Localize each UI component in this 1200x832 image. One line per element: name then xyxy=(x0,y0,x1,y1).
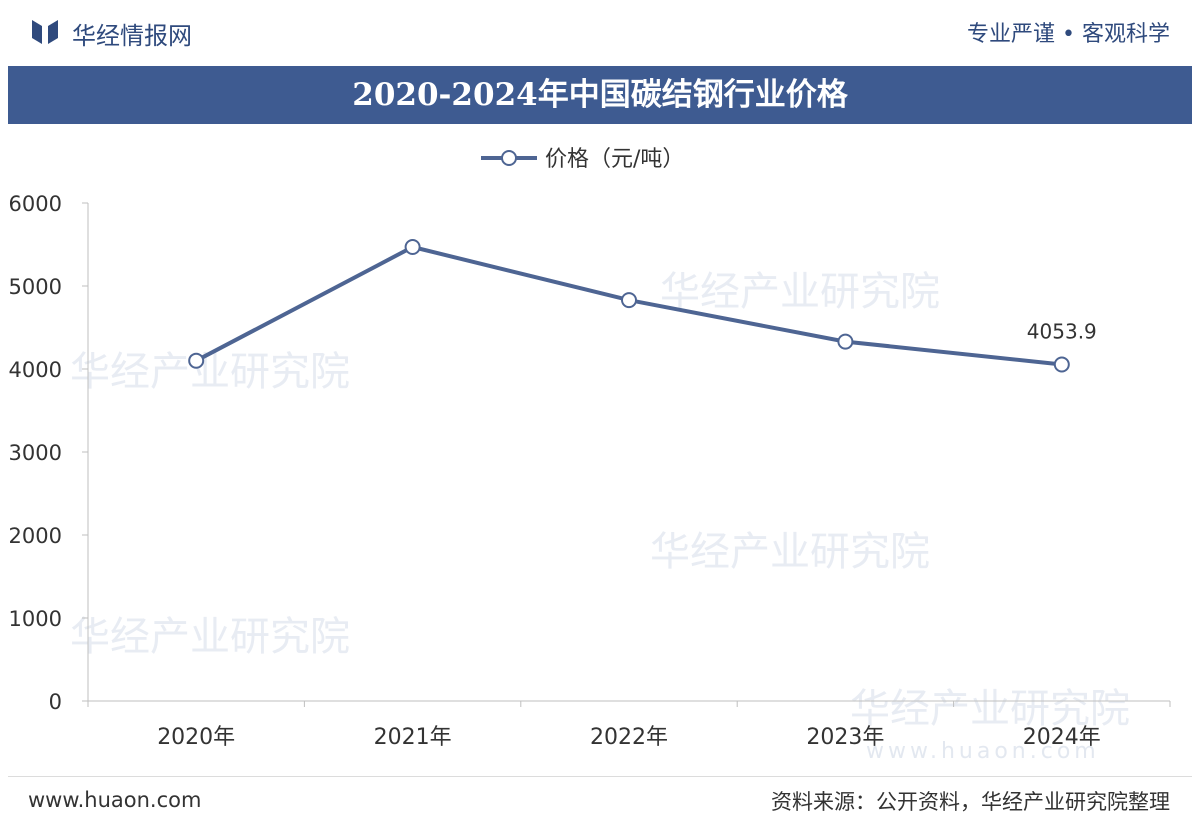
logo-icon xyxy=(32,20,58,44)
watermark-text: 华经产业研究院 xyxy=(70,349,350,395)
y-tick-label: 5000 xyxy=(9,275,62,299)
data-point xyxy=(404,238,421,255)
chart-title: 2020-2024年中国碳结钢行业价格 xyxy=(8,66,1192,124)
watermark-text: 华经产业研究院 xyxy=(650,529,930,575)
y-tick-label: 3000 xyxy=(9,441,62,465)
watermark-text: 华经产业研究院 xyxy=(70,614,350,660)
y-tick-label: 6000 xyxy=(9,192,62,216)
footer-divider xyxy=(8,776,1192,777)
legend-label: 价格（元/吨） xyxy=(545,147,684,172)
watermark-text: 华经产业研究院 xyxy=(850,686,1130,732)
plot-area: 4053.9 xyxy=(188,238,1097,373)
y-tick-label: 0 xyxy=(49,690,62,714)
data-point xyxy=(621,292,637,309)
x-tick-label: 2024年 xyxy=(1023,725,1101,750)
data-point xyxy=(1053,356,1070,373)
y-tick-label: 4000 xyxy=(9,358,62,382)
motto: 专业严谨 • 客观科学 xyxy=(967,22,1170,47)
data-point xyxy=(837,333,854,350)
header: 华经情报网 专业严谨 • 客观科学 xyxy=(0,0,1200,62)
legend-marker xyxy=(501,150,517,166)
watermark-url: www.huaon.com xyxy=(866,739,1100,764)
axes: 0 1000 2000 3000 4000 5000 6000 2020年 2021年 2022年… xyxy=(9,192,1171,750)
legend: 价格（元/吨） xyxy=(481,147,684,172)
y-tick-label: 1000 xyxy=(9,607,62,631)
footer: www.huaon.com 资料来源：公开资料，华经产业研究院整理 xyxy=(0,776,1200,832)
x-tick-label: 2020年 xyxy=(157,725,235,750)
watermark-layer: 华经产业研究院华经产业研究院华经产业研究院华经产业研究院华经产业研究院www.h… xyxy=(70,269,1130,764)
brand-name: 华经情报网 xyxy=(72,22,192,50)
x-tick-label: 2021年 xyxy=(374,725,452,750)
x-tick-label: 2023年 xyxy=(806,725,884,750)
y-tick-label: 2000 xyxy=(9,524,62,548)
footer-site-url: www.huaon.com xyxy=(28,788,202,812)
watermark-text: 华经产业研究院 xyxy=(660,269,940,315)
x-tick-label: 2022年 xyxy=(590,725,668,750)
data-label: 4053.9 xyxy=(1027,320,1097,344)
line-chart: 华经产业研究院华经产业研究院华经产业研究院华经产业研究院华经产业研究院www.h… xyxy=(9,147,1171,764)
footer-source-note: 资料来源：公开资料，华经产业研究院整理 xyxy=(771,790,1170,814)
data-point xyxy=(188,352,205,369)
